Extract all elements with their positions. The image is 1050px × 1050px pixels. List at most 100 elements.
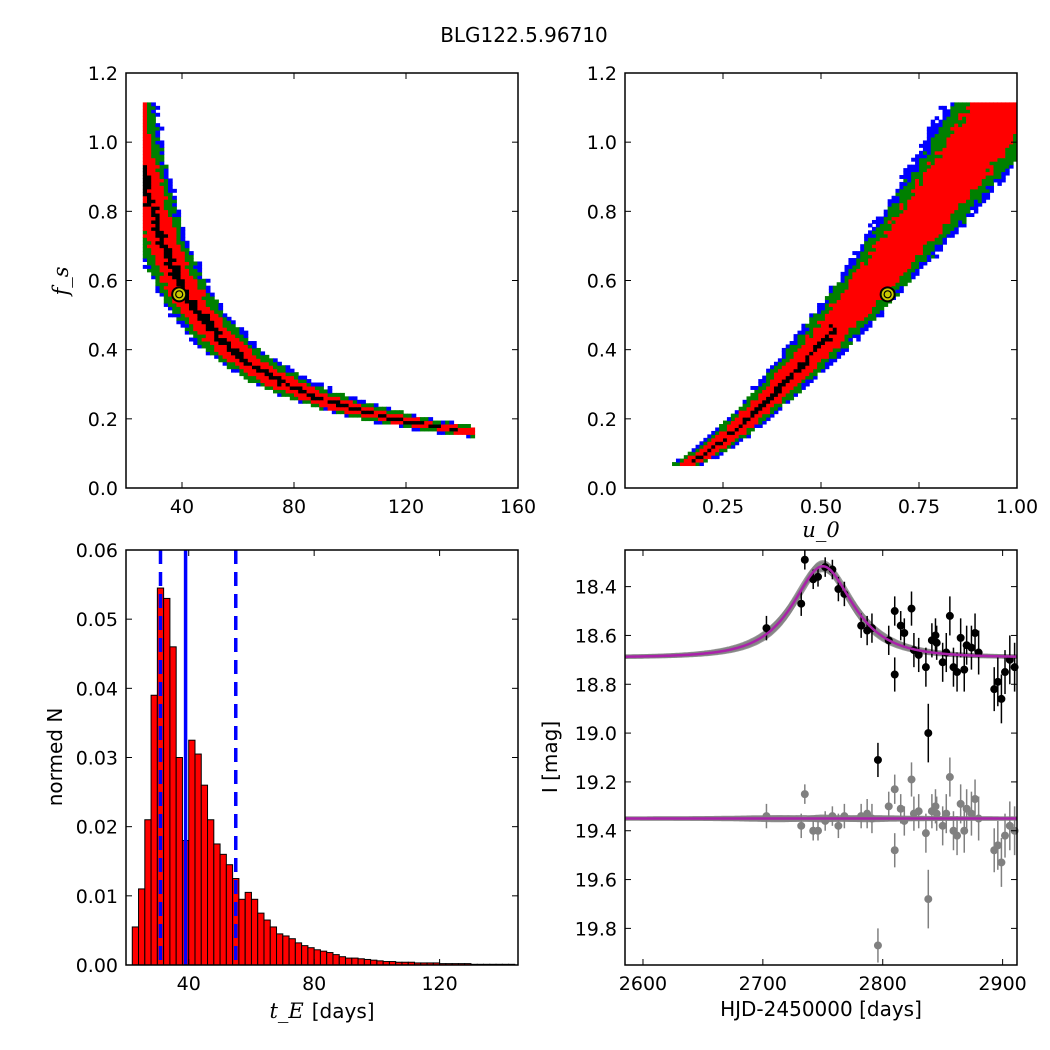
p1-cell bbox=[378, 417, 383, 422]
p2-cell bbox=[958, 140, 963, 145]
p1-cell bbox=[197, 261, 203, 266]
p1-cell bbox=[151, 119, 156, 124]
p2-cell bbox=[946, 168, 951, 173]
p2-cell bbox=[969, 157, 975, 162]
p1-cell bbox=[172, 195, 177, 200]
p2-cell bbox=[919, 206, 924, 211]
p2-cell bbox=[962, 185, 967, 190]
p1-cell bbox=[172, 313, 177, 318]
p2-cell bbox=[801, 382, 806, 387]
p2-cell bbox=[868, 306, 873, 311]
p2-cell bbox=[962, 112, 967, 117]
p2-cell bbox=[989, 150, 994, 155]
p4-model-band-curve bbox=[624, 568, 1017, 659]
p2-cell bbox=[934, 188, 940, 193]
p2-cell bbox=[781, 351, 787, 356]
p2-cell bbox=[899, 223, 904, 228]
p2-cell bbox=[981, 109, 987, 114]
p2-cell bbox=[1009, 154, 1014, 159]
p2-cell bbox=[742, 430, 748, 435]
p3-bar bbox=[225, 864, 234, 966]
p1-cell bbox=[163, 223, 169, 228]
p2-cell bbox=[801, 385, 806, 390]
p2-cell bbox=[734, 424, 740, 428]
p1-cell bbox=[273, 358, 278, 363]
p2-cell bbox=[856, 306, 861, 311]
p2-cell bbox=[919, 161, 924, 166]
p2-cell bbox=[793, 385, 798, 390]
p2-cell bbox=[730, 430, 736, 435]
p4-data-point bbox=[857, 621, 866, 630]
p4-ytick-label: 19.8 bbox=[575, 918, 617, 940]
p2-cell bbox=[969, 140, 975, 145]
p2-cell bbox=[934, 171, 940, 176]
p2-cell bbox=[734, 437, 740, 442]
p2-cell bbox=[695, 448, 700, 453]
p2-cell bbox=[985, 123, 991, 128]
p1-cell bbox=[147, 237, 152, 242]
p2-cell bbox=[875, 292, 881, 297]
p2-cell bbox=[703, 437, 708, 442]
p2-cell bbox=[966, 181, 971, 186]
p2-cell bbox=[934, 133, 940, 138]
p2-cell bbox=[766, 372, 771, 377]
p1-cell bbox=[142, 251, 148, 256]
p2-cell bbox=[993, 102, 998, 107]
p2-cell bbox=[954, 143, 959, 148]
p2-cell bbox=[919, 175, 924, 179]
p1-cell bbox=[285, 372, 291, 377]
p1-cell bbox=[243, 354, 249, 359]
p1-cell bbox=[172, 264, 177, 269]
p2-cell bbox=[703, 444, 708, 449]
p1-cell bbox=[453, 424, 459, 428]
p1-cell bbox=[268, 379, 274, 384]
p1-cell bbox=[310, 382, 316, 387]
p1-cell bbox=[214, 309, 219, 314]
p1-cell bbox=[180, 237, 186, 242]
p2-cell bbox=[985, 178, 991, 183]
p3-xtick-label: 120 bbox=[421, 973, 457, 995]
p2-cell bbox=[997, 164, 1002, 169]
p2-cell bbox=[879, 219, 885, 224]
p2-cell bbox=[821, 309, 826, 314]
p1-cell bbox=[239, 334, 245, 339]
p1-cell bbox=[243, 337, 249, 342]
p2-cell bbox=[895, 251, 900, 256]
p2-cell bbox=[758, 392, 763, 397]
p2-cell bbox=[977, 130, 983, 135]
p2-cell bbox=[746, 413, 751, 418]
p1-cell bbox=[201, 323, 207, 328]
p2-cell bbox=[793, 372, 798, 377]
p1-cell bbox=[298, 389, 303, 394]
p2-cell bbox=[915, 219, 920, 224]
p2-cell bbox=[903, 202, 908, 207]
p2-cell bbox=[844, 289, 849, 294]
p2-cell bbox=[871, 296, 877, 301]
p2-cell bbox=[726, 427, 732, 432]
p3-bar bbox=[250, 898, 259, 966]
p2-cell bbox=[993, 157, 998, 162]
p2-cell bbox=[864, 327, 869, 332]
p1-cell bbox=[163, 195, 169, 200]
p2-cell bbox=[871, 313, 877, 318]
p2-cell bbox=[993, 161, 998, 166]
p1-cell bbox=[256, 372, 261, 377]
p2-cell bbox=[848, 268, 853, 273]
p1-cell bbox=[197, 275, 203, 280]
p1-cell bbox=[222, 330, 228, 335]
p2-cell bbox=[828, 296, 834, 301]
p2-cell bbox=[789, 396, 795, 401]
p2-cell bbox=[919, 247, 924, 252]
p4-data-point bbox=[921, 663, 930, 672]
p1-cell bbox=[457, 427, 463, 432]
p1-cell bbox=[159, 209, 165, 214]
p1-cell bbox=[264, 361, 270, 366]
p2-cell bbox=[926, 175, 932, 179]
p2-cell bbox=[934, 202, 940, 207]
p1-cell bbox=[277, 379, 282, 384]
p4-data-point bbox=[797, 821, 806, 830]
p2-cell bbox=[930, 223, 936, 228]
p2-cell bbox=[1013, 143, 1018, 148]
p1-cell bbox=[210, 341, 215, 345]
p2-cell bbox=[864, 323, 869, 328]
